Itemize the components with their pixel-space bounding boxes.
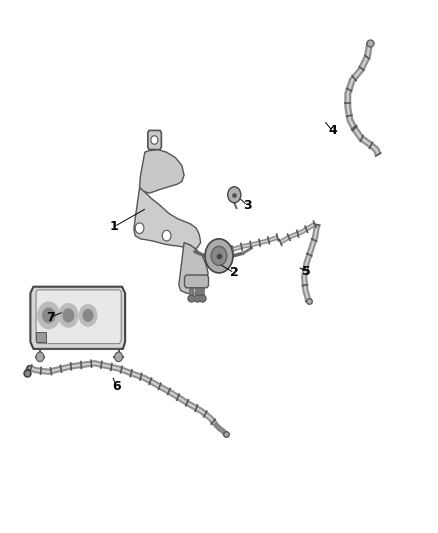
Text: 5: 5 [302, 265, 311, 278]
Polygon shape [36, 290, 121, 344]
Circle shape [135, 223, 144, 233]
Text: 6: 6 [112, 379, 121, 393]
Polygon shape [134, 188, 201, 249]
Circle shape [79, 305, 97, 326]
Circle shape [38, 302, 60, 329]
Circle shape [151, 136, 158, 144]
Circle shape [211, 246, 227, 265]
Circle shape [115, 352, 123, 362]
Circle shape [83, 310, 93, 321]
Text: 3: 3 [243, 199, 252, 212]
Polygon shape [140, 150, 184, 193]
Circle shape [228, 187, 241, 203]
Circle shape [162, 230, 171, 241]
Text: 7: 7 [46, 311, 55, 324]
Circle shape [43, 308, 55, 322]
Bar [36, 333, 46, 342]
Circle shape [63, 309, 74, 322]
Polygon shape [148, 131, 161, 150]
Polygon shape [184, 275, 208, 288]
Text: 1: 1 [110, 220, 119, 233]
Circle shape [36, 352, 44, 362]
Circle shape [205, 239, 233, 273]
Text: 4: 4 [328, 124, 337, 138]
Polygon shape [30, 287, 125, 349]
Text: 2: 2 [230, 266, 239, 279]
Polygon shape [179, 243, 208, 294]
Circle shape [59, 304, 78, 327]
